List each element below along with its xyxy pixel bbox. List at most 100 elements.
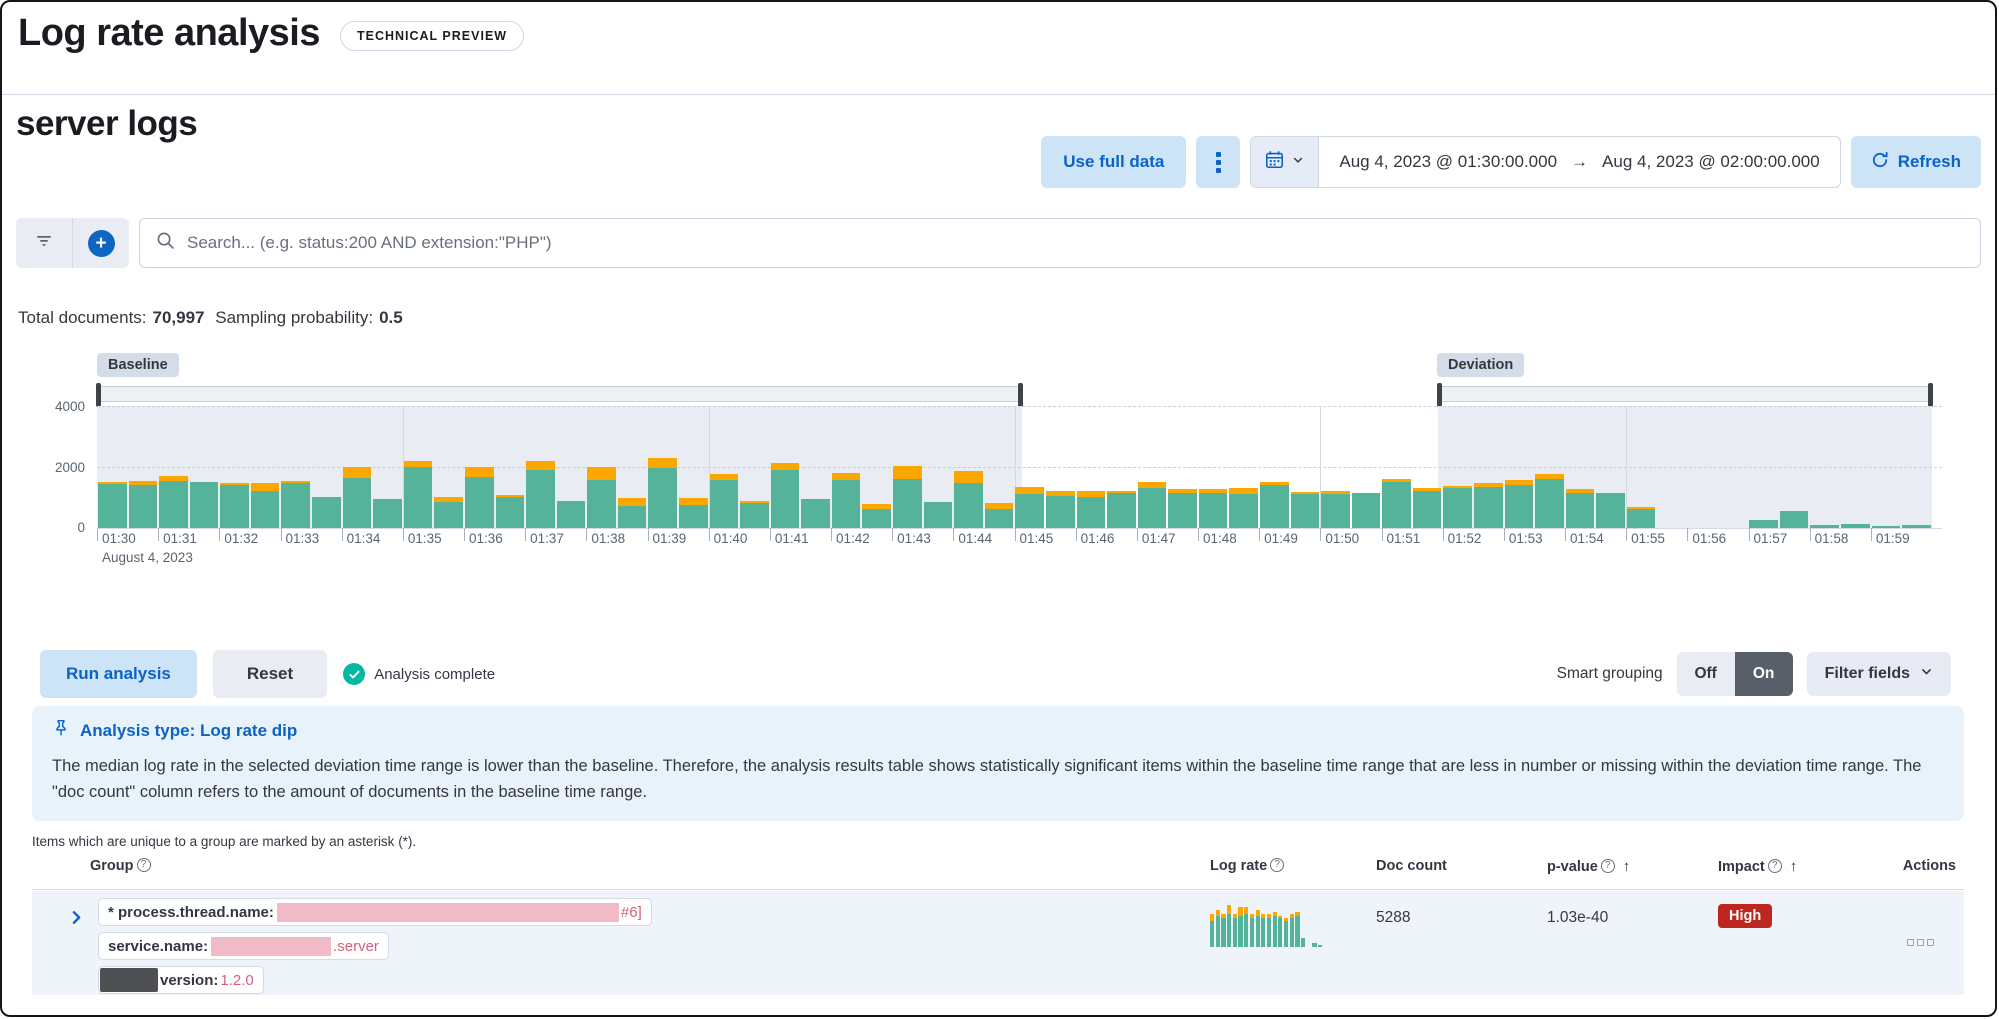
- histogram-bar: [1840, 406, 1871, 528]
- gridline-4000: [97, 406, 1942, 407]
- deviation-badge: Deviation: [1437, 353, 1525, 377]
- run-analysis-button[interactable]: Run analysis: [40, 650, 197, 698]
- toggle-off-button[interactable]: Off: [1676, 652, 1735, 696]
- histogram-bar: [1718, 406, 1749, 528]
- filter-menu-button[interactable]: [16, 218, 72, 268]
- analysis-status-text: Analysis complete: [374, 665, 496, 683]
- histogram-bar: [1106, 406, 1137, 528]
- histogram-bar: [617, 406, 648, 528]
- check-icon: [343, 663, 366, 685]
- redacted-value: [211, 936, 332, 956]
- histogram-bar: [984, 406, 1015, 528]
- histogram-bar: [953, 406, 984, 528]
- group-badge-process-thread-name[interactable]: * process.thread.name: #6]: [98, 898, 652, 926]
- histogram-bar: [189, 406, 220, 528]
- callout-body: The median log rate in the selected devi…: [52, 757, 1922, 801]
- histogram-bar: [1228, 406, 1259, 528]
- reset-button[interactable]: Reset: [212, 650, 328, 698]
- brush-handle[interactable]: [96, 383, 101, 407]
- add-filter-button[interactable]: +: [73, 218, 129, 268]
- total-documents-label: Total documents:: [18, 308, 147, 327]
- x-axis-tick-label: 01:55: [1631, 531, 1665, 546]
- analysis-status: Analysis complete: [343, 663, 495, 685]
- toolbar-right: Use full data Aug 4, 2023 @ 01:30:00.000: [1041, 136, 1981, 188]
- date-picker: Aug 4, 2023 @ 01:30:00.000 → Aug 4, 2023…: [1250, 136, 1841, 188]
- x-axis-tick-label: 01:59: [1875, 531, 1910, 546]
- date-to[interactable]: Aug 4, 2023 @ 02:00:00.000: [1602, 152, 1820, 171]
- sort-asc-icon: ↑: [1622, 858, 1631, 875]
- date-from[interactable]: Aug 4, 2023 @ 01:30:00.000: [1339, 152, 1558, 171]
- plus-icon: +: [87, 229, 115, 257]
- column-p-value[interactable]: p-value? ↑: [1547, 858, 1631, 875]
- histogram-bar: [342, 406, 373, 528]
- histogram-bar: [403, 406, 434, 528]
- smart-grouping-label: Smart grouping: [1556, 665, 1663, 682]
- question-icon: ?: [1600, 859, 1615, 873]
- refresh-button[interactable]: Refresh: [1850, 136, 1981, 188]
- search-input[interactable]: Search... (e.g. status:200 AND extension…: [139, 218, 1981, 268]
- histogram-bar: [1687, 406, 1718, 528]
- histogram-bar: [831, 406, 862, 528]
- group-badge-version[interactable]: version: 1.2.0: [98, 966, 264, 994]
- x-axis-tick-label: 01:51: [1386, 531, 1421, 546]
- sampling-options-button[interactable]: [1196, 136, 1241, 188]
- histogram-bar: [1656, 406, 1687, 528]
- x-axis-tick-label: 01:34: [346, 531, 381, 546]
- field-name: * process.thread.name:: [108, 903, 274, 921]
- column-log-rate[interactable]: Log rate?: [1210, 858, 1285, 874]
- question-icon: ?: [136, 858, 151, 872]
- filter-icon: [34, 233, 54, 254]
- smart-grouping-toggle: Off On: [1676, 652, 1793, 696]
- x-axis-date-label: August 4, 2023: [102, 550, 193, 565]
- row-actions-button[interactable]: [1907, 939, 1934, 946]
- baseline-brush[interactable]: [96, 383, 1023, 407]
- histogram-bar: [1351, 406, 1382, 528]
- x-axis-tick-label: 01:35: [407, 531, 442, 546]
- results-table-row: * process.thread.name: #6] service.name:…: [32, 891, 1964, 995]
- column-doc-count[interactable]: Doc count: [1376, 858, 1447, 874]
- histogram-bar: [1565, 406, 1596, 528]
- x-axis-tick-label: 01:39: [652, 531, 687, 546]
- brush-handle[interactable]: [1927, 383, 1933, 407]
- question-icon: ?: [1270, 858, 1285, 872]
- column-group[interactable]: Group?: [90, 858, 151, 874]
- x-axis-tick-label: 01:44: [958, 531, 993, 546]
- histogram-bar: [1595, 406, 1626, 528]
- histogram-bar: [861, 406, 892, 528]
- histogram-bar: [219, 406, 250, 528]
- refresh-icon: [1871, 151, 1889, 174]
- histogram-bar: [1504, 406, 1535, 528]
- column-impact[interactable]: Impact? ↑: [1718, 858, 1798, 875]
- brush-handle[interactable]: [1017, 383, 1023, 407]
- histogram-bar: [1442, 406, 1473, 528]
- expand-row-button[interactable]: [64, 907, 88, 931]
- histogram-bar: [1626, 406, 1657, 528]
- x-axis-line: [97, 528, 1942, 529]
- histogram-bar: [1137, 406, 1168, 528]
- toggle-on-button[interactable]: On: [1734, 652, 1793, 696]
- x-axis-tick-label: 01:30: [102, 531, 136, 546]
- histogram-bar: [433, 406, 464, 528]
- histogram-bar: [1014, 406, 1045, 528]
- chevron-right-icon: [68, 909, 85, 929]
- search-placeholder: Search... (e.g. status:200 AND extension…: [187, 233, 552, 252]
- use-full-data-button[interactable]: Use full data: [1041, 136, 1187, 188]
- deviation-brush[interactable]: [1437, 383, 1933, 407]
- x-axis-labels: 01:30 01:31 01:32 01:33 01:34 01:35 01:36 01:37…: [97, 531, 1932, 549]
- group-badge-service-name[interactable]: service.name: .server: [98, 932, 389, 960]
- filter-fields-button[interactable]: Filter fields: [1806, 652, 1951, 696]
- date-quick-select-button[interactable]: [1251, 137, 1320, 187]
- brush-handle[interactable]: [1437, 383, 1443, 407]
- histogram-bar: [1534, 406, 1565, 528]
- search-icon: [156, 231, 175, 255]
- histogram-bar: [739, 406, 770, 528]
- refresh-label: Refresh: [1897, 152, 1961, 171]
- document-count-chart[interactable]: [97, 406, 1942, 528]
- histogram-bar: [525, 406, 556, 528]
- results-table-header: Group? Log rate? Doc count p-value? ↑ Imp…: [32, 856, 1964, 890]
- x-axis-tick-label: 01:43: [897, 531, 931, 546]
- histogram-bar: [647, 406, 678, 528]
- histogram-bar: [709, 406, 740, 528]
- histogram-bar: [128, 406, 159, 528]
